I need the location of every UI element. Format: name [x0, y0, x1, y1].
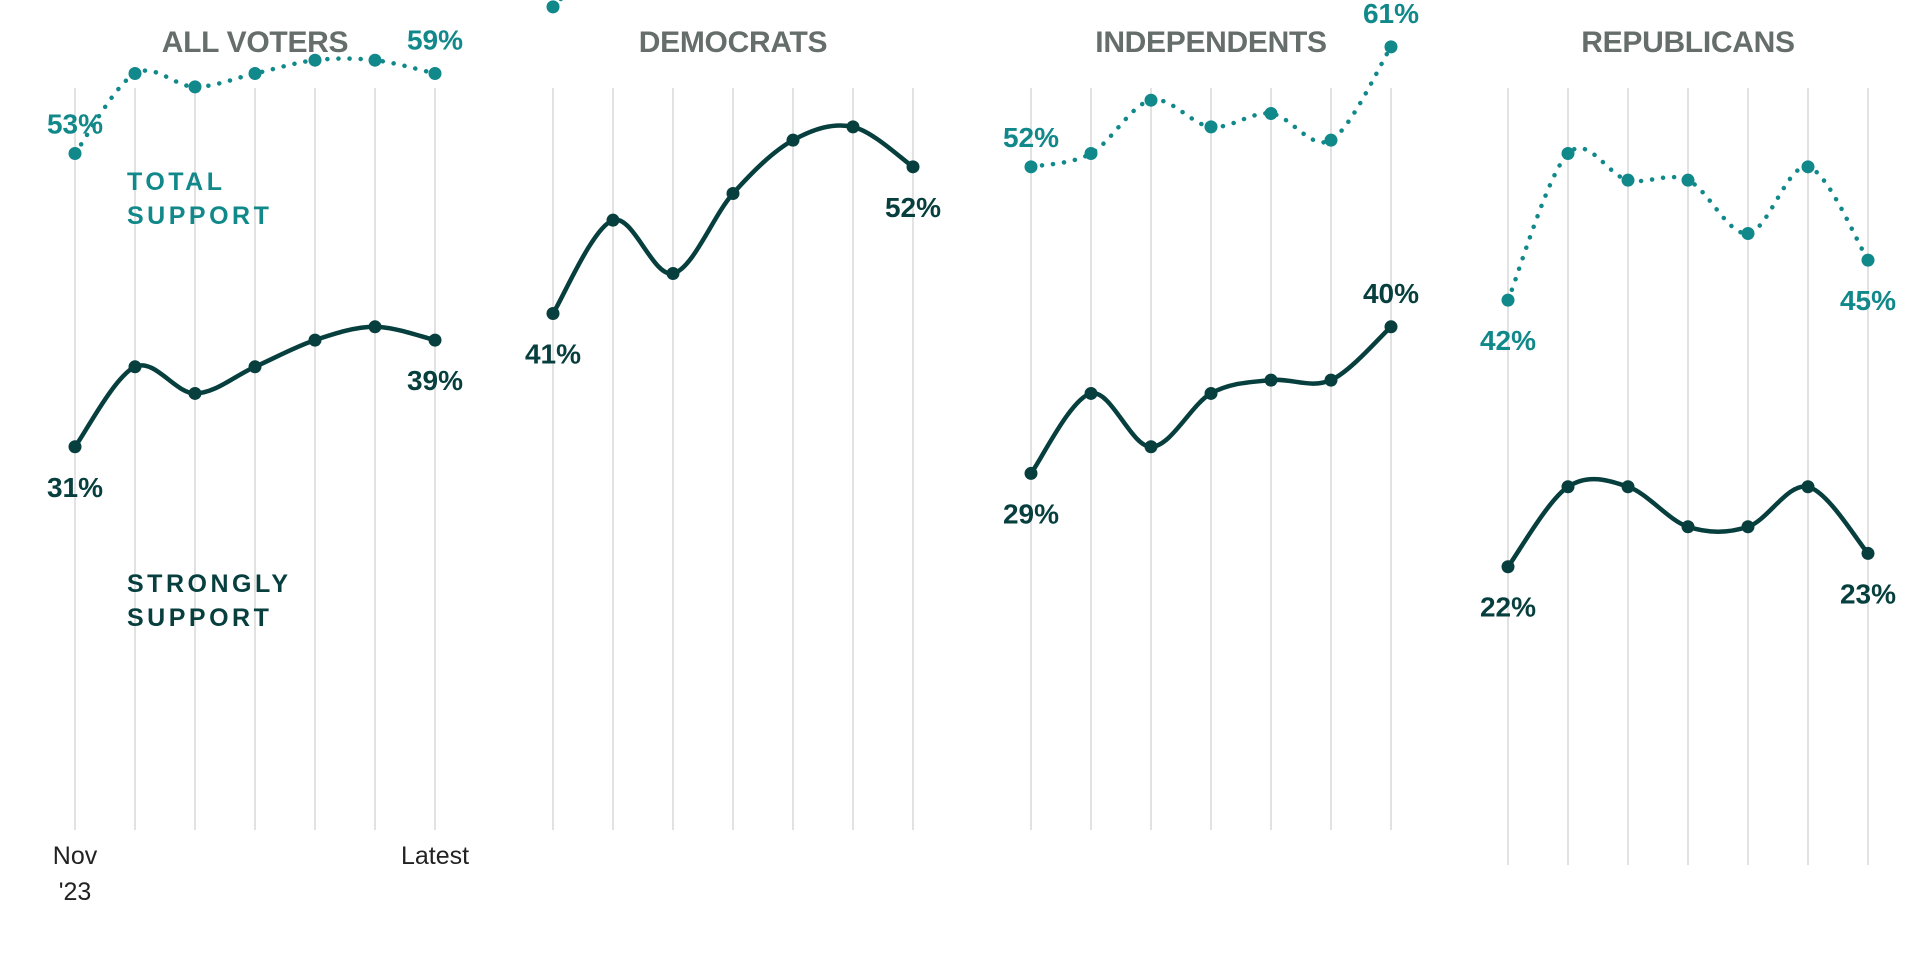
- data-point-3-total-4: [1741, 226, 1755, 240]
- data-point-0-total-1: [128, 67, 142, 81]
- value-label-0-total-first: 53%: [47, 109, 103, 140]
- series-layer: [68, 0, 1875, 574]
- data-point-0-strong-6: [428, 333, 442, 347]
- data-point-0-total-6: [428, 67, 442, 81]
- data-point-2-total-5: [1324, 133, 1338, 147]
- data-point-3-strong-4: [1741, 520, 1755, 534]
- data-point-2-strong-3: [1204, 386, 1218, 400]
- data-point-3-total-2: [1621, 173, 1635, 187]
- value-label-3-total-last: 45%: [1840, 285, 1896, 316]
- value-label-0-strong-first: 31%: [47, 472, 103, 503]
- data-point-3-total-0: [1501, 293, 1515, 307]
- data-point-3-strong-0: [1501, 560, 1515, 574]
- x-axis-start-label-line2: '23: [59, 878, 92, 906]
- data-point-0-strong-1: [128, 360, 142, 374]
- data-point-3-strong-5: [1801, 480, 1815, 494]
- data-point-1-strong-0: [546, 306, 560, 320]
- data-point-0-total-5: [368, 53, 382, 67]
- data-point-3-total-6: [1861, 253, 1875, 267]
- data-point-1-strong-5: [846, 120, 860, 134]
- data-point-2-total-6: [1384, 40, 1398, 54]
- data-point-3-strong-2: [1621, 480, 1635, 494]
- data-point-1-strong-1: [606, 213, 620, 227]
- data-point-0-strong-5: [368, 320, 382, 334]
- data-point-2-strong-2: [1144, 440, 1158, 454]
- value-label-1-strong-last: 52%: [885, 192, 941, 223]
- data-point-2-strong-6: [1384, 320, 1398, 334]
- data-point-0-strong-0: [68, 440, 82, 454]
- x-axis-start-label-line1: Nov: [53, 842, 98, 870]
- data-point-3-strong-3: [1681, 520, 1695, 534]
- data-point-3-total-5: [1801, 160, 1815, 174]
- data-point-0-strong-2: [188, 386, 202, 400]
- value-label-3-strong-last: 23%: [1840, 578, 1896, 609]
- panel-title-0: ALL VOTERS: [162, 26, 348, 59]
- data-point-3-strong-6: [1861, 546, 1875, 560]
- data-point-2-strong-4: [1264, 373, 1278, 387]
- data-point-3-strong-1: [1561, 480, 1575, 494]
- value-label-3-strong-first: 22%: [1480, 592, 1536, 623]
- data-point-2-total-4: [1264, 107, 1278, 121]
- value-label-0-strong-last: 39%: [407, 365, 463, 396]
- labels-layer: ALL VOTERS53%59%31%39%DEMOCRATS64%71%41%…: [47, 0, 1896, 906]
- data-point-1-total-0: [546, 0, 560, 14]
- value-label-2-strong-last: 40%: [1363, 278, 1419, 309]
- data-point-2-strong-0: [1024, 466, 1038, 480]
- data-point-2-strong-1: [1084, 386, 1098, 400]
- x-axis-end-label: Latest: [401, 842, 469, 870]
- data-point-2-total-1: [1084, 147, 1098, 161]
- panel-title-2: INDEPENDENTS: [1095, 26, 1326, 59]
- data-point-0-strong-3: [248, 360, 262, 374]
- legend-total-line1: TOTAL: [127, 168, 226, 196]
- data-point-0-strong-4: [308, 333, 322, 347]
- panel-title-3: REPUBLICANS: [1581, 26, 1794, 59]
- data-point-3-total-1: [1561, 147, 1575, 161]
- value-label-2-total-last: 61%: [1363, 0, 1419, 29]
- data-point-1-strong-3: [726, 187, 740, 200]
- legend-total-line2: SUPPORT: [127, 202, 272, 230]
- data-point-2-total-3: [1204, 120, 1218, 134]
- gridlines-layer: [74, 88, 1869, 865]
- value-label-2-total-first: 52%: [1003, 122, 1059, 153]
- data-point-1-strong-4: [786, 133, 800, 147]
- series-line-0-total: [72, 56, 438, 156]
- data-point-0-total-2: [188, 80, 202, 94]
- data-point-1-strong-6: [906, 160, 920, 174]
- data-point-2-total-0: [1024, 160, 1038, 174]
- legend-strong-line2: SUPPORT: [127, 604, 272, 632]
- data-point-0-total-4: [308, 53, 322, 67]
- panel-title-1: DEMOCRATS: [639, 26, 827, 59]
- data-point-0-total-0: [68, 147, 82, 161]
- data-point-1-strong-2: [666, 266, 680, 280]
- series-line-1-total: [550, 0, 563, 10]
- value-label-2-strong-first: 29%: [1003, 498, 1059, 529]
- data-point-0-total-3: [248, 67, 262, 81]
- data-point-2-total-2: [1144, 93, 1158, 107]
- legend-strong-line1: STRONGLY: [127, 570, 292, 598]
- value-label-1-strong-first: 41%: [525, 338, 581, 369]
- value-label-3-total-first: 42%: [1480, 325, 1536, 356]
- data-point-2-strong-5: [1324, 373, 1338, 387]
- data-point-3-total-3: [1681, 173, 1695, 187]
- value-label-0-total-last: 59%: [407, 25, 463, 56]
